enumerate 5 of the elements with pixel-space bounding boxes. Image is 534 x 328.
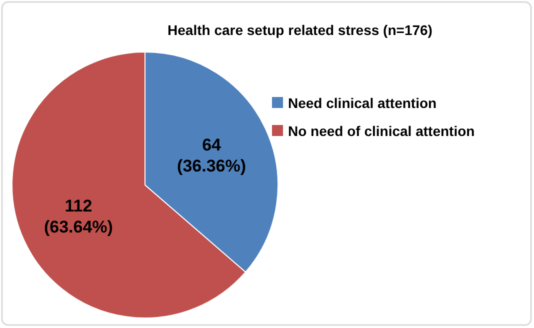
chart-title: Health care setup related stress (n=176): [168, 22, 432, 38]
data-label: 112 (63.64%): [44, 196, 113, 236]
legend-label: No need of clinical attention: [288, 123, 475, 139]
legend-label: Need clinical attention: [288, 95, 437, 111]
data-label: 64 (36.36%): [177, 136, 246, 176]
